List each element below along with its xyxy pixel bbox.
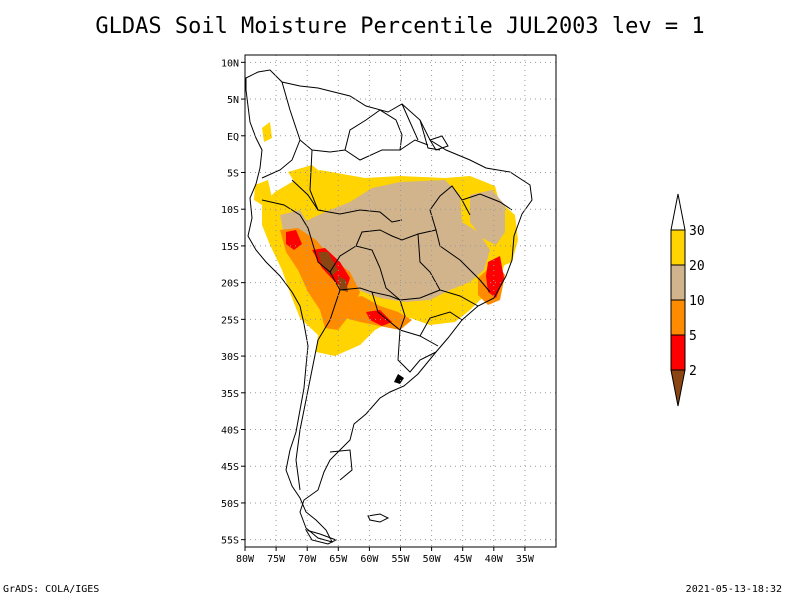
lat-tick-label: 15S: [221, 242, 239, 253]
colorbar-level-label: 10: [689, 294, 705, 309]
colorbar-level-label: 20: [689, 259, 705, 274]
lat-tick-label: 35S: [221, 389, 239, 400]
lon-tick-label: 75W: [267, 554, 286, 565]
lat-tick-label: EQ: [227, 132, 239, 143]
latitude-labels: 10N 5N EQ 5S 10S 15S 20S 25S 30S 35S 40S 45S 50S 55S: [221, 58, 239, 546]
lat-tick-label: 10N: [221, 58, 239, 69]
lat-tick-label: 40S: [221, 426, 239, 437]
shade-2-5-andes: [286, 230, 302, 250]
lagoa-dos-patos: [394, 374, 404, 384]
marajo-island: [429, 135, 449, 151]
falkland-islands: [367, 513, 390, 523]
grads-credit: GrADS: COLA/IGES: [3, 584, 100, 595]
country-borders: [261, 81, 513, 491]
lon-tick-label: 50W: [423, 554, 442, 565]
lon-tick-label: 70W: [298, 554, 317, 565]
map-grid: [241, 55, 556, 551]
lat-tick-label: 5N: [227, 95, 239, 106]
lon-tick-label: 60W: [360, 554, 379, 565]
colorbar-2-5: [670, 334, 686, 371]
lat-tick-label: 25S: [221, 315, 239, 326]
lat-tick-label: 10S: [221, 205, 239, 216]
shade-10-20-ne: [470, 190, 505, 245]
shade-20-30-amazon: [288, 165, 330, 190]
lat-tick-label: 55S: [221, 536, 239, 547]
colorbar-level-label: 30: [689, 224, 705, 239]
shade-20-30-coast-north: [254, 180, 272, 205]
lat-tick-label: 50S: [221, 499, 239, 510]
colorbar-level-label: 2: [689, 364, 697, 379]
colorbar-10-20: [670, 264, 686, 301]
lon-tick-label: 45W: [454, 554, 473, 565]
lon-tick-label: 80W: [236, 554, 255, 565]
shade-20-30-nw: [262, 122, 272, 142]
colorbar-level-label: 5: [689, 329, 697, 344]
lon-tick-label: 55W: [391, 554, 410, 565]
map-plot-area: [245, 69, 533, 545]
map-frame: [244, 54, 557, 548]
shade-lt2-south: [338, 276, 348, 292]
lon-tick-label: 35W: [516, 554, 535, 565]
lat-tick-label: 45S: [221, 462, 239, 473]
lon-tick-label: 65W: [329, 554, 348, 565]
lat-tick-label: 5S: [227, 168, 239, 179]
map-title: GLDAS Soil Moisture Percentile JUL2003 l…: [95, 14, 705, 39]
colorbar-above-30: [670, 193, 686, 231]
shade-lt2-bolivia: [318, 252, 338, 276]
lat-tick-label: 20S: [221, 279, 239, 290]
shade-2-5-paraguay: [366, 310, 392, 326]
timestamp: 2021-05-13-18:32: [685, 584, 782, 595]
colorbar-20-30: [670, 229, 686, 266]
shade-5-10-andes: [280, 228, 360, 330]
colorbar-5-10: [670, 299, 686, 336]
percentile-shading: [254, 122, 518, 356]
colorbar-below-2: [670, 369, 686, 407]
colorbar: 30 20 10 5 2: [670, 193, 705, 407]
tierra-del-fuego: [304, 529, 338, 545]
lon-tick-label: 40W: [485, 554, 504, 565]
longitude-labels: 80W 75W 70W 65W 60W 55W 50W 45W 40W 35W: [236, 554, 535, 565]
lat-tick-label: 30S: [221, 352, 239, 363]
